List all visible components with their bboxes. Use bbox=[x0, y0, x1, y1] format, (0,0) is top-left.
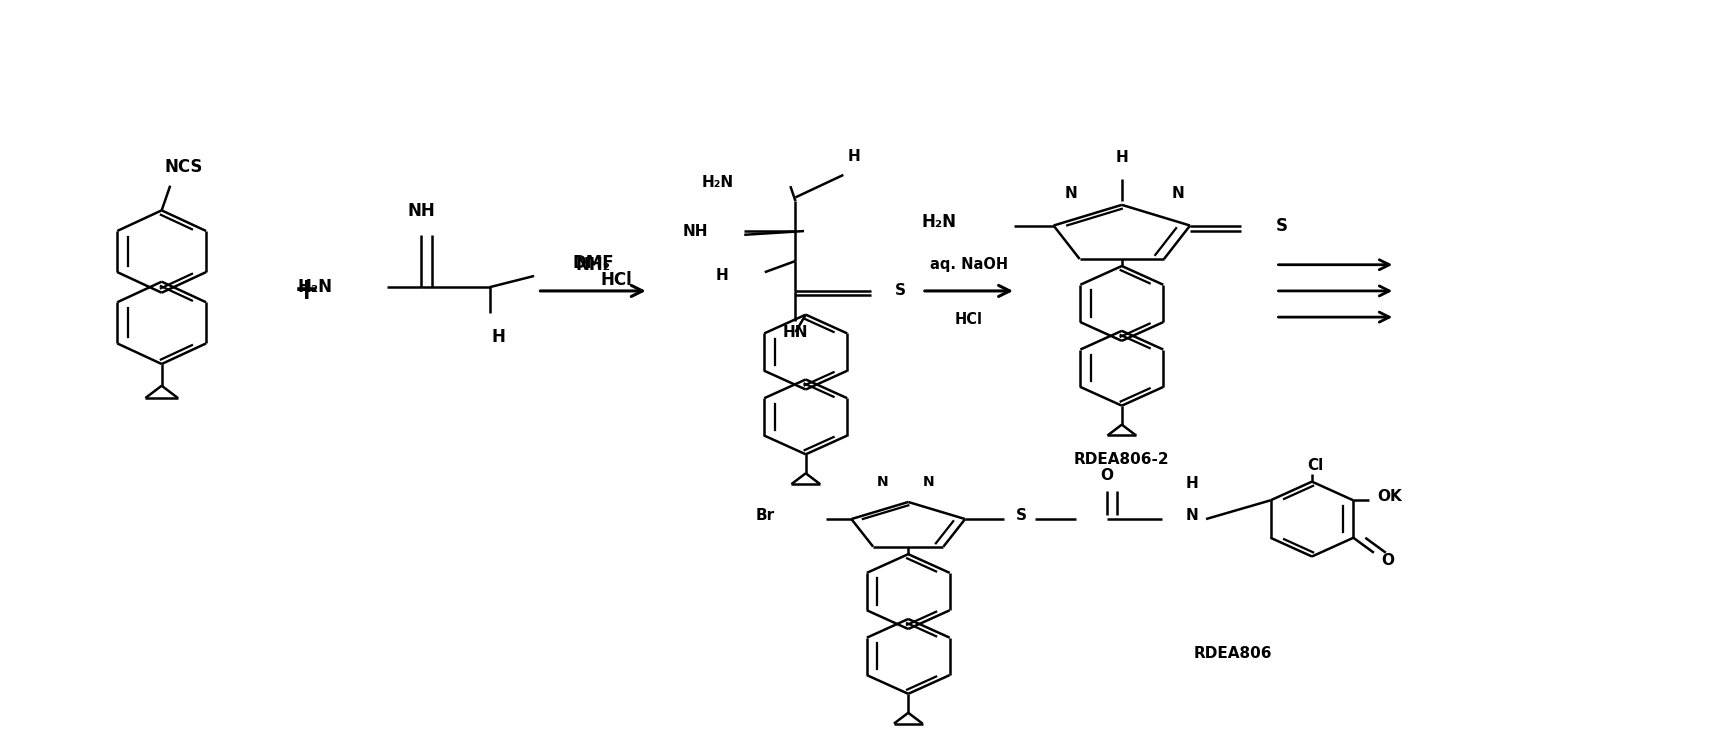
Text: H: H bbox=[847, 149, 860, 164]
Text: NH: NH bbox=[682, 223, 708, 238]
Text: S: S bbox=[1275, 216, 1287, 234]
Text: HCl: HCl bbox=[600, 271, 632, 289]
Text: N: N bbox=[878, 474, 888, 489]
Text: S: S bbox=[1016, 507, 1027, 523]
Text: RDEA806: RDEA806 bbox=[1193, 646, 1272, 661]
Text: RDEA806-2: RDEA806-2 bbox=[1075, 452, 1169, 467]
Text: H₂N: H₂N bbox=[298, 278, 333, 296]
Text: S: S bbox=[895, 284, 905, 299]
Text: aq. NaOH: aq. NaOH bbox=[929, 257, 1008, 272]
Text: NH₂: NH₂ bbox=[576, 256, 610, 274]
Text: OK: OK bbox=[1378, 489, 1402, 504]
Text: H: H bbox=[1186, 476, 1198, 491]
Text: N: N bbox=[1186, 507, 1198, 523]
Text: O: O bbox=[1100, 468, 1114, 483]
Text: N: N bbox=[1044, 205, 1054, 218]
Text: H₂N: H₂N bbox=[920, 213, 956, 231]
Text: H: H bbox=[1116, 150, 1128, 165]
Text: N: N bbox=[922, 474, 934, 489]
Text: N: N bbox=[1064, 186, 1076, 201]
Text: NCS: NCS bbox=[165, 158, 202, 176]
Text: NH: NH bbox=[408, 202, 435, 220]
Text: N: N bbox=[1190, 205, 1200, 218]
Text: Br: Br bbox=[756, 507, 775, 523]
Text: DMF: DMF bbox=[572, 254, 614, 272]
Text: H: H bbox=[492, 328, 506, 346]
Text: Cl: Cl bbox=[1308, 458, 1323, 473]
Text: H: H bbox=[716, 268, 728, 284]
Text: HN: HN bbox=[783, 325, 809, 339]
Text: +: + bbox=[295, 277, 321, 305]
Text: H₂N: H₂N bbox=[701, 175, 734, 190]
Text: N: N bbox=[1172, 186, 1184, 201]
Text: HCl: HCl bbox=[955, 312, 982, 327]
Text: O: O bbox=[1381, 553, 1393, 568]
